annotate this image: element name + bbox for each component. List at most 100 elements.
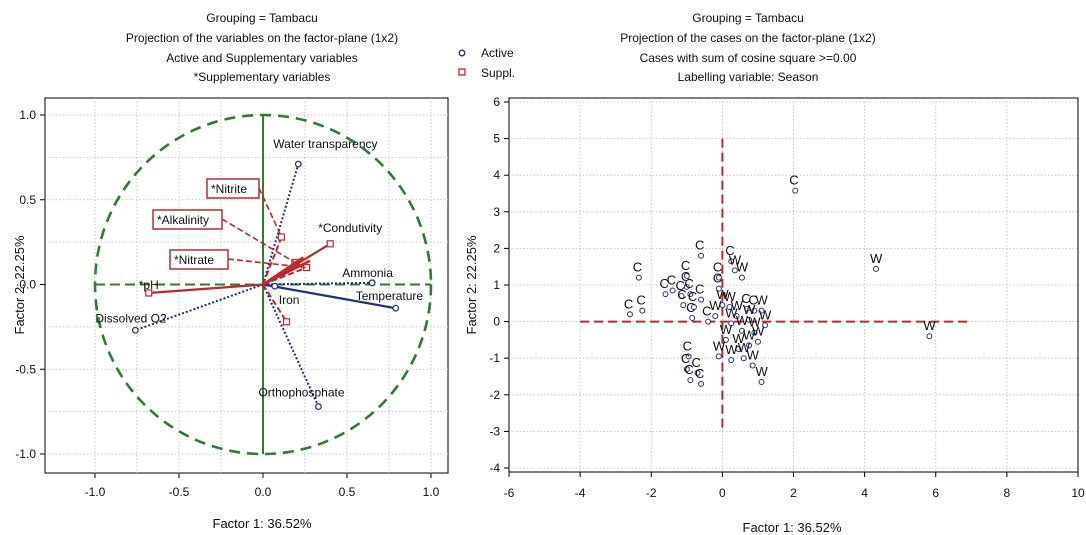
case-point (758, 378, 765, 385)
supplementary-variable-label: *Alkalinity (157, 213, 209, 227)
case-point (687, 377, 694, 384)
active-variable-vector (262, 283, 396, 310)
supplementary-variable-vector (262, 266, 308, 286)
case-point (683, 366, 690, 373)
left-x-tick-label: -1.0 (85, 485, 106, 499)
right-title-line-1: Grouping = Tambacu (692, 11, 804, 25)
case-label: C (684, 362, 693, 377)
case-point (751, 329, 758, 336)
case-label: W (723, 289, 736, 304)
right-x-tick-label: 6 (932, 486, 939, 500)
active-variable-vector (134, 283, 264, 332)
right-y-tick-label: 1 (493, 278, 500, 292)
supplementary-variable-label: *Condutivity (318, 221, 382, 235)
case-label: C (633, 260, 642, 275)
active-variable-point (294, 160, 302, 168)
case-label: W (731, 298, 744, 313)
case-point (678, 292, 685, 299)
right-x-tick-label: 10 (1071, 486, 1085, 500)
right-x-tick-label: -6 (504, 486, 515, 500)
supplementary-variable-point (326, 240, 334, 248)
case-point (683, 283, 690, 290)
case-point (735, 346, 742, 353)
legend: Active Suppl. (458, 46, 515, 80)
case-label: W (709, 298, 722, 313)
case-point (635, 274, 642, 281)
case-label: C (667, 272, 676, 287)
active-variable-point (368, 279, 376, 287)
active-variable-label: Temperature (356, 289, 424, 303)
supplementary-variable-label: *Nitrate (174, 253, 214, 267)
left-y-tick-label: -1.0 (15, 447, 36, 461)
supplementary-variable-vector (262, 283, 288, 323)
supplementary-variable-point (282, 318, 291, 326)
right-x-tick-label: 2 (790, 486, 797, 500)
case-point (728, 357, 735, 364)
left-chart-title: Grouping = Tambacu Projection of the var… (126, 11, 398, 84)
case-point (715, 285, 722, 292)
case-label: W (755, 364, 768, 379)
case-label: W (736, 313, 749, 328)
case-label: W (870, 251, 883, 266)
case-label: C (691, 355, 700, 370)
right-x-tick-label: 4 (861, 486, 868, 500)
right-y-tick-label: 5 (493, 132, 500, 146)
case-label: C (636, 293, 645, 308)
case-label: C (695, 282, 704, 297)
left-plot-frame (44, 97, 449, 474)
case-label: C (624, 296, 633, 311)
case-point (687, 291, 694, 298)
active-variable-vector (262, 163, 300, 285)
case-point (662, 291, 669, 298)
right-title-line-4: Labelling variable: Season (678, 70, 819, 84)
case-point (705, 318, 712, 325)
right-x-tick-label: -4 (575, 486, 586, 500)
right-y-tick-label: -3 (489, 424, 500, 438)
case-label: C (684, 276, 693, 291)
case-point (694, 369, 701, 376)
case-label: W (759, 307, 772, 322)
case-label: C (713, 271, 722, 286)
case-point (712, 313, 719, 320)
case-label: C (683, 338, 692, 353)
case-point (792, 187, 799, 194)
case-point (715, 353, 722, 360)
supplementary-label-leader (221, 218, 296, 264)
case-point (683, 272, 690, 279)
supplementary-variable-label: *pH (139, 278, 159, 292)
case-point (626, 311, 633, 318)
left-y-tick-label: 0.5 (19, 193, 36, 207)
left-y-tick-label: 1.0 (19, 108, 36, 122)
case-point (749, 362, 756, 369)
left-x-tick-label: 0.5 (339, 485, 356, 499)
left-x-tick-label: 0.0 (255, 485, 272, 499)
case-label: W (747, 348, 760, 363)
case-label: C (695, 366, 704, 381)
case-label: C (789, 173, 798, 188)
case-label: W (729, 252, 742, 267)
legend-suppl-label: Suppl. (481, 66, 515, 80)
case-point (690, 303, 697, 310)
right-y-axis-label: Factor 2: 22.25% (464, 235, 479, 334)
active-variable-label: Iron (279, 293, 300, 307)
case-point (715, 274, 722, 281)
case-point (726, 303, 733, 310)
case-label: C (713, 260, 722, 275)
case-point (689, 314, 696, 321)
left-y-axis-label: Factor 2: 22.25% (12, 235, 27, 334)
right-y-tick-label: -1 (489, 351, 500, 365)
active-variable-label: Ammonia (342, 266, 393, 280)
case-label: C (681, 269, 690, 284)
case-point (740, 355, 747, 362)
case-label: C (702, 304, 711, 319)
right-y-tick-label: 0 (493, 315, 500, 329)
legend-suppl-marker (458, 68, 466, 76)
supplementary-label-box (206, 178, 260, 199)
legend-active-label: Active (481, 46, 514, 60)
case-point (698, 296, 705, 303)
case-point (669, 287, 676, 294)
case-label: W (743, 327, 756, 342)
left-title-line-2: Projection of the variables on the facto… (126, 31, 398, 45)
left-plot-area: -1.0 -0.5 0.0 0.5 1.0 1.0 0.5 0.0 -0.5 -1.0 Water … (15, 97, 449, 499)
supplementary-variable-vector (148, 283, 264, 295)
